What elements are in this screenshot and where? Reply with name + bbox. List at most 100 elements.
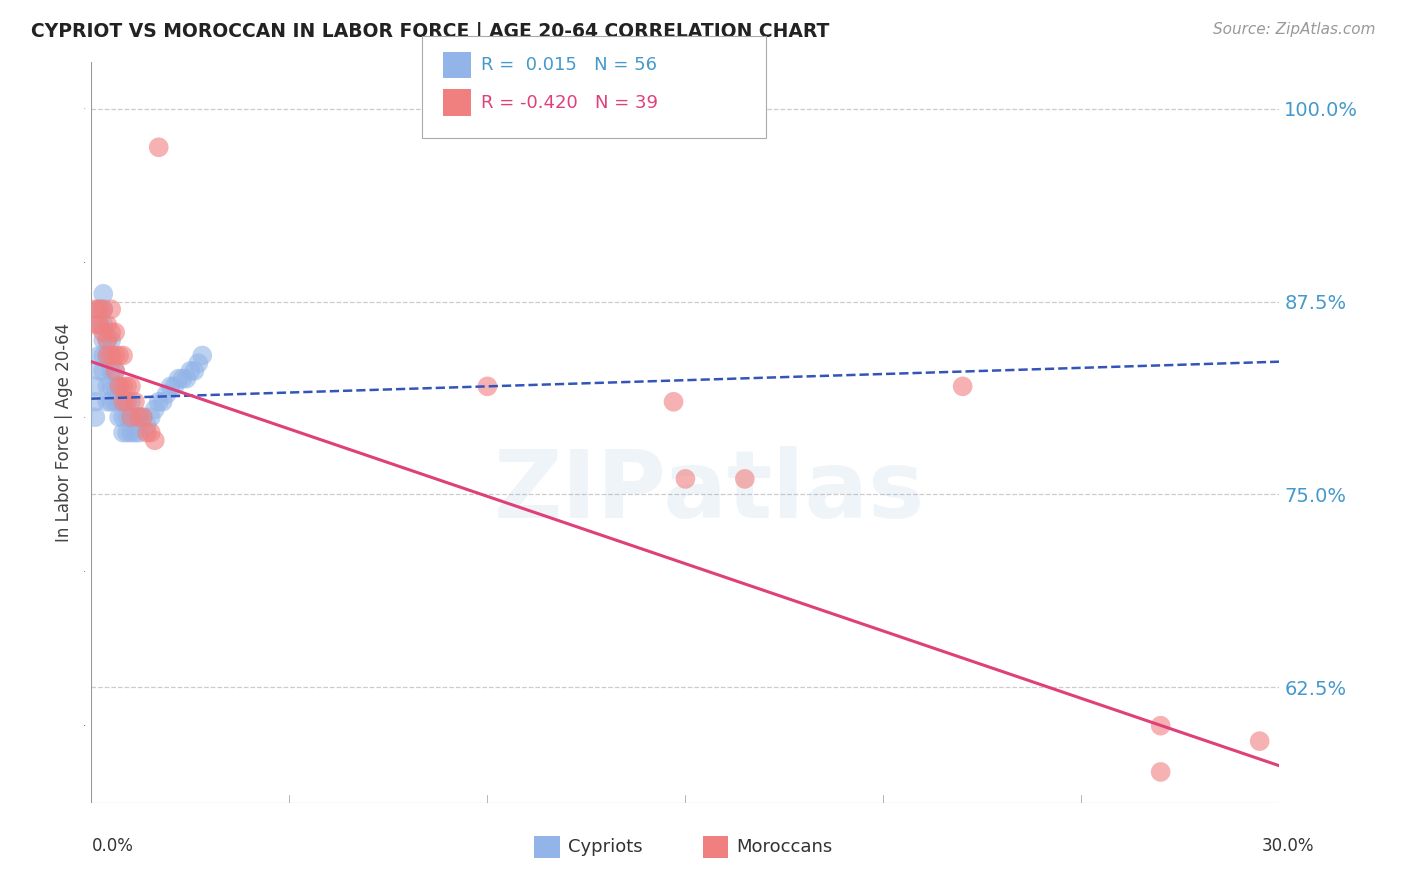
Point <box>91 326 114 340</box>
Point <box>96 349 118 363</box>
Point <box>89 302 111 317</box>
Point <box>128 410 150 425</box>
Point <box>91 302 114 317</box>
Point <box>120 425 142 440</box>
Point <box>112 425 135 440</box>
Point <box>128 425 150 440</box>
Point <box>96 333 118 347</box>
Point <box>108 349 131 363</box>
Point <box>84 410 107 425</box>
Point <box>135 417 157 432</box>
Text: 30.0%: 30.0% <box>1263 837 1315 855</box>
Point <box>108 379 131 393</box>
Point <box>84 379 107 393</box>
Point <box>673 472 696 486</box>
Text: ZIPatlas: ZIPatlas <box>494 446 925 538</box>
Point <box>96 318 118 332</box>
Point <box>104 364 127 378</box>
Point <box>159 379 181 393</box>
Point <box>96 349 118 363</box>
Y-axis label: In Labor Force | Age 20-64: In Labor Force | Age 20-64 <box>55 323 73 542</box>
Text: R = -0.420   N = 39: R = -0.420 N = 39 <box>481 94 658 112</box>
Point <box>128 410 150 425</box>
Point <box>124 425 146 440</box>
Point <box>108 394 131 409</box>
Point <box>179 364 201 378</box>
Point <box>124 394 146 409</box>
Point <box>167 371 190 385</box>
Point <box>952 379 974 393</box>
Point <box>89 349 111 363</box>
Text: Cypriots: Cypriots <box>568 838 643 856</box>
Text: R =  0.015   N = 56: R = 0.015 N = 56 <box>481 56 657 74</box>
Point <box>108 379 131 393</box>
Point <box>132 410 155 425</box>
Point <box>89 364 111 378</box>
Point <box>104 364 127 378</box>
Point <box>662 394 685 409</box>
Point <box>84 394 107 409</box>
Point <box>152 394 174 409</box>
Point <box>120 394 142 409</box>
Point <box>143 402 166 417</box>
Point <box>91 286 114 301</box>
Point <box>100 379 122 393</box>
Point <box>135 425 157 440</box>
Point <box>112 410 135 425</box>
Point <box>477 379 499 393</box>
Point <box>191 349 214 363</box>
Point <box>104 379 127 393</box>
Point <box>100 333 122 347</box>
Point <box>96 394 118 409</box>
Point <box>148 140 170 154</box>
Point <box>96 379 118 393</box>
Point <box>91 333 114 347</box>
Point <box>183 364 205 378</box>
Point <box>112 394 135 409</box>
Point <box>100 394 122 409</box>
Point <box>172 371 194 385</box>
Point <box>112 379 135 393</box>
Point <box>115 410 138 425</box>
Point <box>143 434 166 448</box>
Point <box>89 302 111 317</box>
Point <box>96 333 118 347</box>
Point <box>187 356 209 370</box>
Point <box>124 410 146 425</box>
Point <box>139 410 162 425</box>
Point <box>89 318 111 332</box>
Point <box>163 379 186 393</box>
Point <box>115 394 138 409</box>
Point <box>100 326 122 340</box>
Point <box>120 410 142 425</box>
Point <box>1150 719 1173 733</box>
Point <box>91 318 114 332</box>
Point <box>108 410 131 425</box>
Point <box>115 425 138 440</box>
Text: 0.0%: 0.0% <box>91 837 134 855</box>
Point <box>1150 764 1173 779</box>
Point <box>176 371 198 385</box>
Point <box>91 302 114 317</box>
Point <box>84 318 107 332</box>
Point <box>100 302 122 317</box>
Point <box>100 364 122 378</box>
Point <box>89 318 111 332</box>
Point <box>91 364 114 378</box>
Point <box>84 302 107 317</box>
Point <box>100 349 122 363</box>
Point <box>139 425 162 440</box>
Point <box>100 349 122 363</box>
Point <box>120 379 142 393</box>
Point <box>734 472 756 486</box>
Point <box>120 410 142 425</box>
Point <box>112 394 135 409</box>
Point <box>91 349 114 363</box>
Point <box>104 394 127 409</box>
Text: CYPRIOT VS MOROCCAN IN LABOR FORCE | AGE 20-64 CORRELATION CHART: CYPRIOT VS MOROCCAN IN LABOR FORCE | AGE… <box>31 22 830 42</box>
Point <box>148 394 170 409</box>
Point <box>156 387 179 401</box>
Point <box>104 326 127 340</box>
Point <box>104 349 127 363</box>
Point <box>1249 734 1271 748</box>
